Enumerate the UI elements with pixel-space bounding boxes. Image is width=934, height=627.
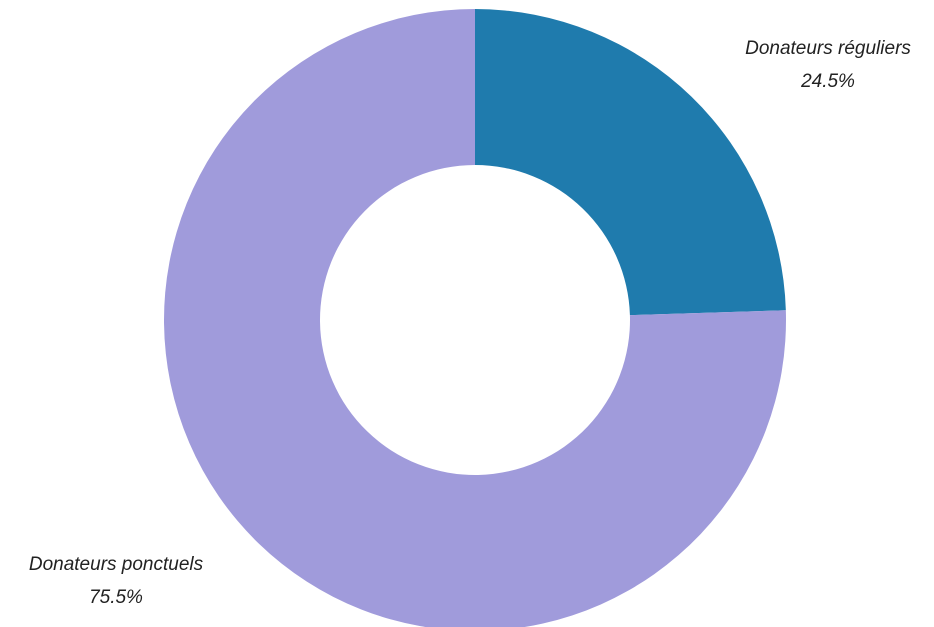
slice-label-value: 24.5% bbox=[800, 71, 855, 92]
donut-slices bbox=[164, 9, 786, 627]
slice-label-name: Donateurs réguliers bbox=[745, 38, 911, 59]
slice-label-name: Donateurs ponctuels bbox=[29, 554, 204, 575]
donut-slice bbox=[164, 9, 786, 627]
donut-slice bbox=[475, 9, 786, 316]
slice-label-value: 75.5% bbox=[89, 587, 143, 608]
